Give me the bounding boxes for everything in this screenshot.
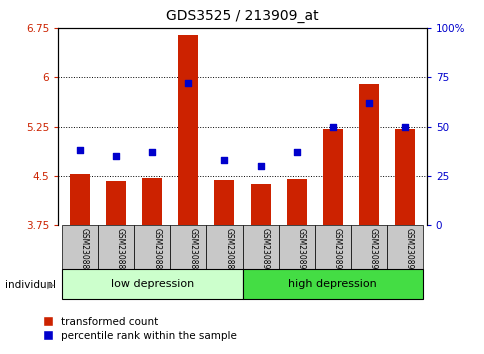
Text: GSM230885: GSM230885 xyxy=(80,228,89,274)
Text: GSM230889: GSM230889 xyxy=(224,228,233,274)
FancyBboxPatch shape xyxy=(350,225,386,269)
FancyBboxPatch shape xyxy=(386,225,423,269)
Text: individual: individual xyxy=(5,280,56,290)
FancyBboxPatch shape xyxy=(134,225,170,269)
Point xyxy=(184,80,192,86)
Text: GDS3525 / 213909_at: GDS3525 / 213909_at xyxy=(166,9,318,23)
FancyBboxPatch shape xyxy=(170,225,206,269)
Text: GSM230892: GSM230892 xyxy=(332,228,341,274)
Bar xyxy=(358,84,378,225)
Bar xyxy=(322,129,342,225)
Text: GSM230894: GSM230894 xyxy=(404,228,413,275)
Bar xyxy=(286,179,306,225)
Bar xyxy=(394,129,414,225)
Point xyxy=(256,163,264,169)
Point xyxy=(220,157,228,163)
FancyBboxPatch shape xyxy=(314,225,350,269)
Text: GSM230891: GSM230891 xyxy=(296,228,305,274)
Bar xyxy=(106,181,126,225)
FancyBboxPatch shape xyxy=(98,225,134,269)
Text: GSM230890: GSM230890 xyxy=(260,228,269,275)
Text: GSM230886: GSM230886 xyxy=(116,228,125,274)
Point xyxy=(400,124,408,129)
Point xyxy=(328,124,336,129)
FancyBboxPatch shape xyxy=(206,225,242,269)
Bar xyxy=(178,35,198,225)
Point xyxy=(292,149,300,155)
FancyBboxPatch shape xyxy=(242,269,423,299)
Text: GSM230888: GSM230888 xyxy=(188,228,197,274)
Bar xyxy=(142,178,162,225)
Text: low depression: low depression xyxy=(110,279,194,289)
Point xyxy=(364,100,372,106)
Bar xyxy=(70,175,90,225)
Point xyxy=(148,149,156,155)
Bar xyxy=(214,179,234,225)
FancyBboxPatch shape xyxy=(278,225,314,269)
Bar xyxy=(250,183,270,225)
Text: ▶: ▶ xyxy=(47,280,55,290)
Point xyxy=(76,147,84,153)
Text: high depression: high depression xyxy=(288,279,377,289)
Text: GSM230893: GSM230893 xyxy=(368,228,377,275)
FancyBboxPatch shape xyxy=(61,225,98,269)
Legend: transformed count, percentile rank within the sample: transformed count, percentile rank withi… xyxy=(44,317,236,341)
FancyBboxPatch shape xyxy=(61,269,242,299)
FancyBboxPatch shape xyxy=(242,225,278,269)
Text: GSM230887: GSM230887 xyxy=(152,228,161,274)
Point xyxy=(112,153,120,159)
